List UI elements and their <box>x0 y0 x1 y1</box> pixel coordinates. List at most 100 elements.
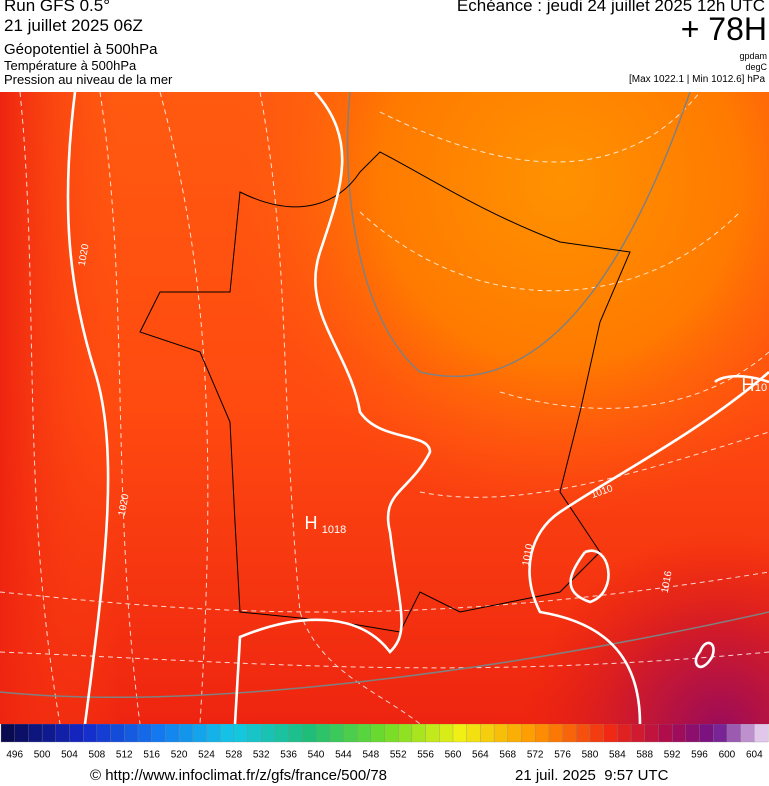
map-label: H <box>305 513 318 533</box>
colorbar-swatch <box>617 724 632 743</box>
colorbar-label: 536 <box>280 750 297 761</box>
colorbar-label: 572 <box>527 750 544 761</box>
colorbar-swatch <box>411 724 427 743</box>
colorbar-label: 580 <box>582 750 599 761</box>
colorbar-swatch <box>562 724 577 743</box>
colorbar-swatch <box>439 724 454 743</box>
colorbar-swatch <box>151 724 166 743</box>
colorbar-swatch <box>630 724 646 743</box>
colorbar-swatch <box>233 724 248 743</box>
colorbar-swatch <box>535 724 550 743</box>
colorbar-swatch <box>671 724 687 743</box>
colorbar-swatch <box>740 724 755 743</box>
colorbar-swatch <box>41 724 57 743</box>
colorbar-label: 600 <box>719 750 736 761</box>
colorbar-swatch <box>726 724 742 743</box>
colorbar-swatch <box>96 724 112 743</box>
colorbar-swatch <box>603 724 618 743</box>
colorbar-swatch <box>55 724 70 743</box>
colorbar-swatch <box>343 724 358 743</box>
colorbar-swatch <box>83 724 98 743</box>
colorbar-label: 508 <box>89 750 106 761</box>
colorbar: 496 500 504 508 512 516 520 524 528 532 536 540 544 5… <box>0 724 769 761</box>
colorbar-label: 520 <box>171 750 188 761</box>
map-label: 1016 <box>660 570 675 594</box>
colorbar-swatch <box>219 724 235 743</box>
colorbar-label: 544 <box>335 750 352 761</box>
colorbar-swatch <box>315 724 331 743</box>
unit: gpdam <box>739 51 767 61</box>
colorbar-swatch <box>466 724 481 743</box>
colorbar-swatch <box>247 724 262 743</box>
colorbar-swatch <box>0 724 16 743</box>
valid-time: Echéance : jeudi 24 juillet 2025 12h UTC <box>456 0 765 15</box>
colorbar-swatch <box>274 724 290 743</box>
map-label: 1020 <box>77 243 92 267</box>
unit: degC <box>745 62 767 72</box>
colorbar-label: 516 <box>143 750 160 761</box>
colorbar-swatch <box>110 724 125 743</box>
colorbar-swatch <box>493 724 509 743</box>
colorbar-swatch <box>507 724 522 743</box>
colorbar-label: 496 <box>6 750 23 761</box>
map-label: H <box>742 375 755 395</box>
colorbar-label: 556 <box>417 750 434 761</box>
lead-time: + 78H <box>680 11 767 47</box>
colorbar-label: 552 <box>390 750 407 761</box>
colorbar-swatch <box>370 724 385 743</box>
run-label: Run GFS 0.5° <box>4 0 111 15</box>
colorbar-label: 604 <box>746 750 763 761</box>
colorbar-label: 500 <box>34 750 51 761</box>
colorbar-swatch <box>14 724 29 743</box>
colorbar-swatch <box>548 724 564 743</box>
colorbar-label: 588 <box>636 750 653 761</box>
colorbar-label: 576 <box>554 750 571 761</box>
colorbar-label: 568 <box>499 750 516 761</box>
colorbar-swatch <box>356 724 372 743</box>
colorbar-swatch <box>658 724 673 743</box>
map-label: 10 <box>755 382 767 394</box>
colorbar-swatch <box>124 724 139 743</box>
colorbar-swatch <box>261 724 276 743</box>
timestamp: 21 juil. 2025 9:57 UTC <box>515 767 669 784</box>
colorbar-label: 560 <box>445 750 462 761</box>
colorbar-swatch <box>165 724 180 743</box>
colorbar-swatch <box>137 724 153 743</box>
colorbar-label: 512 <box>116 750 133 761</box>
colorbar-label: 596 <box>691 750 708 761</box>
source: © http://www.infoclimat.fr/z/gfs/france/… <box>90 767 388 784</box>
colorbar-label: 592 <box>664 750 681 761</box>
run-date: 21 juillet 2025 06Z <box>4 16 143 35</box>
colorbar-swatch <box>192 724 207 743</box>
field-title: Température à 500hPa <box>4 58 137 73</box>
colorbar-swatch <box>398 724 413 743</box>
colorbar-label: 548 <box>362 750 379 761</box>
colorbar-label: 504 <box>61 750 78 761</box>
colorbar-label: 528 <box>225 750 242 761</box>
colorbar-swatch <box>329 724 344 743</box>
colorbar-swatch <box>713 724 728 743</box>
colorbar-swatch <box>28 724 43 743</box>
colorbar-swatch <box>521 724 536 743</box>
colorbar-swatch <box>644 724 659 743</box>
colorbar-swatch <box>69 724 84 743</box>
colorbar-swatch <box>302 724 317 743</box>
map-label: 1018 <box>322 524 346 536</box>
colorbar-swatch <box>589 724 605 743</box>
colorbar-swatch <box>425 724 440 743</box>
colorbar-label: 564 <box>472 750 489 761</box>
colorbar-label: 524 <box>198 750 215 761</box>
colorbar-swatch <box>685 724 700 743</box>
min-max: [Max 1022.1 | Min 1012.6] hPa <box>628 74 765 85</box>
colorbar-label: 532 <box>253 750 270 761</box>
colorbar-swatch <box>699 724 714 743</box>
field-title: Géopotentiel à 500hPa <box>4 41 158 58</box>
colorbar-label: 540 <box>308 750 325 761</box>
colorbar-swatch <box>576 724 591 743</box>
colorbar-swatch <box>288 724 303 743</box>
colorbar-swatch <box>480 724 495 743</box>
colorbar-swatch <box>754 724 769 743</box>
colorbar-swatch <box>452 724 468 743</box>
